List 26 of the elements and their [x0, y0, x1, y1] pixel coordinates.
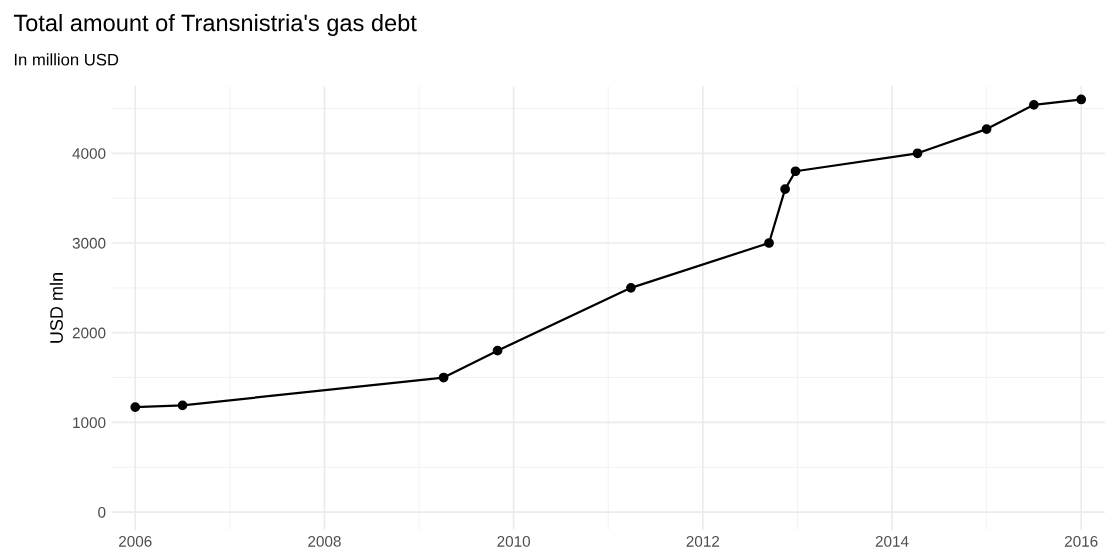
point [981, 124, 992, 134]
y-tick-label: 2000 [72, 327, 106, 339]
x-tick-label: 2010 [497, 535, 531, 547]
y-tick-label: 0 [98, 506, 106, 518]
point [492, 345, 503, 356]
y-tick-label: 4000 [72, 148, 106, 159]
point [1076, 94, 1087, 105]
point [780, 184, 790, 195]
point [790, 166, 801, 177]
chart-title: Total amount of Transnistria's gas debt [13, 13, 417, 36]
chart-subtitle: In million USD [14, 53, 119, 66]
point [764, 238, 774, 248]
point [1029, 99, 1039, 110]
x-tick-label: 2006 [119, 535, 152, 547]
x-tick-label: 2014 [875, 535, 909, 547]
x-tick-label: 2012 [686, 535, 720, 547]
y-axis-title: USD mln [49, 273, 63, 343]
x-tick-label: 2016 [1064, 535, 1098, 547]
point [626, 282, 636, 293]
y-tick-label: 3000 [72, 237, 106, 249]
x-tick-label: 2008 [308, 535, 341, 547]
point [438, 372, 449, 383]
y-tick-label: 1000 [73, 417, 106, 429]
point [130, 402, 141, 413]
point [912, 148, 923, 159]
point [177, 400, 188, 411]
